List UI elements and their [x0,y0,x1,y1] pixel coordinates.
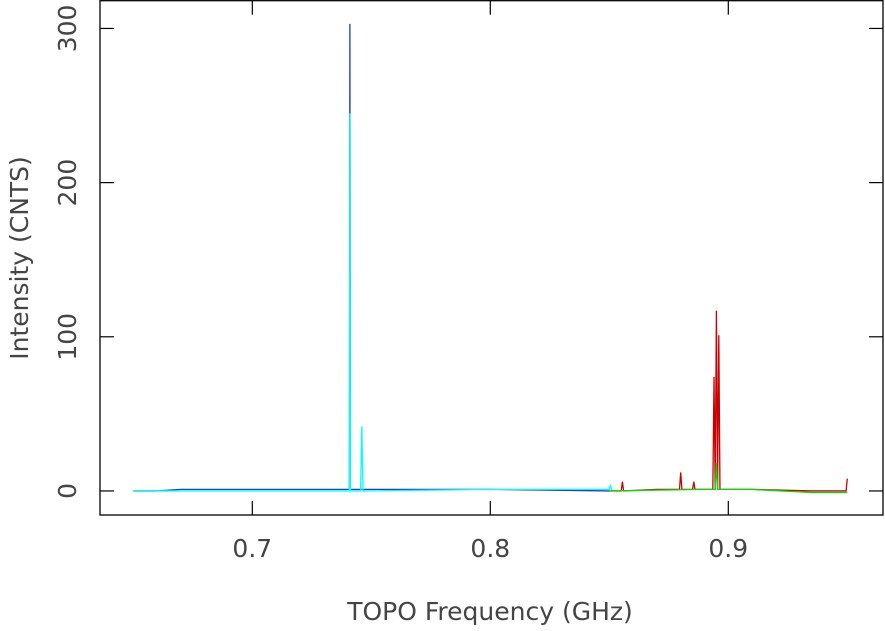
x-axis-label: TOPO Frequency (GHz) [346,597,633,626]
x-tick-label: 0.8 [470,534,510,563]
x-tick-label: 0.9 [708,534,748,563]
y-axis-label: Intensity (CNTS) [5,156,34,360]
x-tick-label: 0.7 [232,534,272,563]
spectrum-line [609,463,848,494]
plot-frame [99,0,884,516]
spectrum-line [609,310,848,492]
y-tick-label: 100 [53,313,82,361]
y-tick-label: 0 [53,483,82,499]
y-tick-label: 300 [53,5,82,53]
spectrum-line [133,23,610,492]
y-tick-label: 200 [53,159,82,207]
spectrum-line [133,113,613,492]
